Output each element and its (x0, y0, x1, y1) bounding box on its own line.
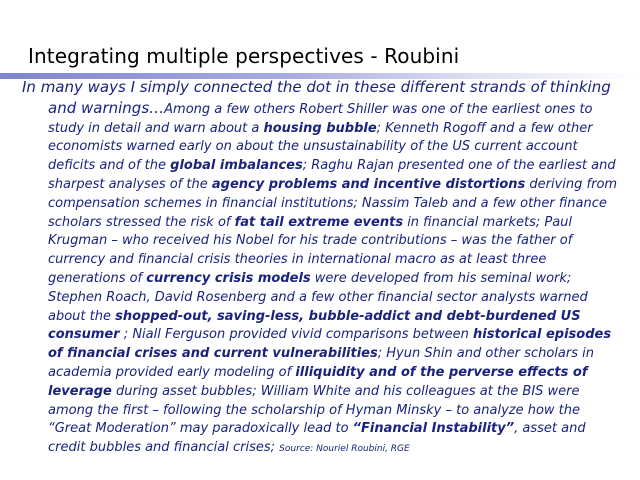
text-segment: were developed from his seminal work; St… (48, 270, 588, 324)
title-underline-gradient (0, 73, 640, 79)
quote-paragraph: In many ways I simply connected the dot … (22, 78, 618, 459)
emphasis-us-consumer: shopped-out, saving-less, bubble-addict … (48, 308, 581, 343)
lead-line-1: In many ways I simply connected the dot … (22, 78, 611, 96)
emphasis-global-imbalances: global imbalances (170, 158, 303, 174)
emphasis-fat-tail-events: fat tail extreme events (234, 214, 404, 230)
source-citation: Source: Nouriel Roubini, RGE (279, 444, 410, 455)
emphasis-agency-problems: agency problems and incentive distortion… (211, 176, 526, 192)
text-segment: Among a few others Robert Shiller was on… (48, 101, 593, 136)
text-segment: ; Niall Ferguson provided vivid comparis… (119, 327, 474, 343)
emphasis-historical-episodes: historical episodes of financial crises … (48, 327, 612, 362)
text-segment: ; Hyun Shin and other scholars in academ… (48, 346, 594, 380)
emphasis-illiquidity-leverage: illiquidity and of the perverse effects … (48, 364, 588, 399)
text-segment: ; Kenneth Rogoff and a few other economi… (48, 120, 593, 174)
text-segment: during asset bubbles; William White and … (48, 383, 581, 437)
paragraph-continuation: and warnings…Among a few others Robert S… (22, 99, 618, 459)
text-segment: deriving from compensation schemes in fi… (48, 176, 618, 230)
emphasis-housing-bubble: housing bubble (263, 120, 377, 136)
lead-line-2: and warnings… (48, 98, 165, 117)
text-segment: ; Raghu Rajan presented one of the earli… (48, 158, 616, 192)
text-segment: , asset and credit bubbles and financial… (48, 421, 586, 456)
slide-title: Integrating multiple perspectives - Roub… (28, 44, 460, 68)
emphasis-financial-instability: “Financial Instability” (352, 421, 515, 437)
text-segment: in financial markets; Paul Krugman – who… (48, 214, 573, 286)
emphasis-currency-crisis-models: currency crisis models (146, 270, 311, 286)
